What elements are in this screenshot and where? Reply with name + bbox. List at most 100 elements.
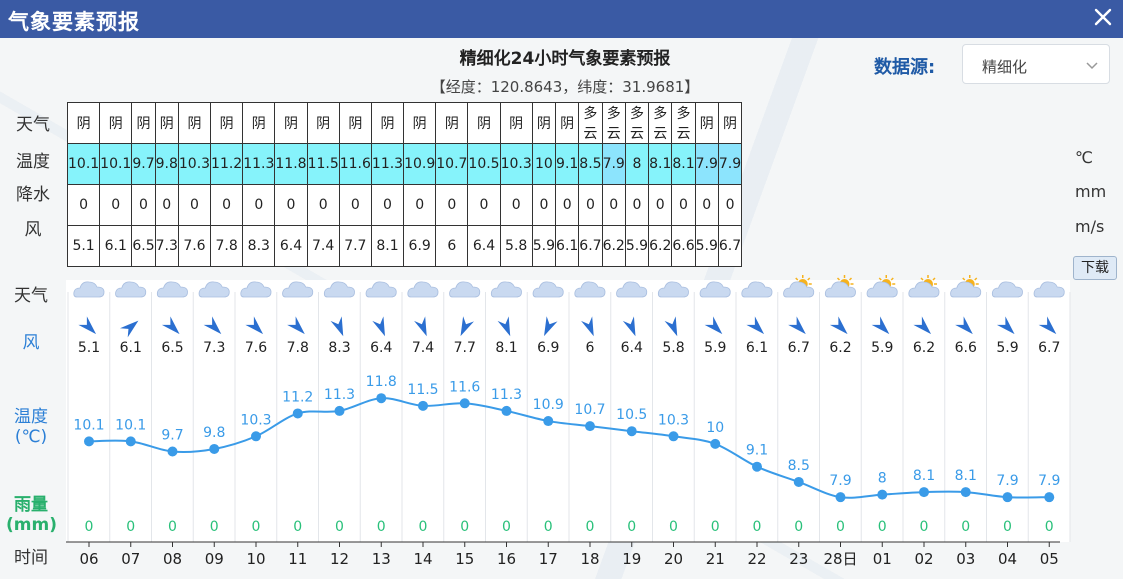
- wind-cell: 5.9: [694, 225, 719, 267]
- temperature-data-label: 10.1: [73, 417, 104, 433]
- temperature-point: [292, 408, 303, 419]
- wind-arrow-icon: [497, 316, 511, 337]
- precipitation-cell: 0: [403, 184, 437, 226]
- weather-cell: 多云: [671, 102, 696, 144]
- wind-arrow-icon: [746, 316, 765, 335]
- chart-label-temperature: 温度 (℃): [6, 402, 56, 447]
- precipitation-cell: 0: [717, 184, 743, 226]
- temperature-point: [877, 489, 888, 500]
- wind-cell: 6.4: [467, 225, 501, 267]
- chevron-down-icon: [1086, 62, 1098, 70]
- temperature-point: [125, 436, 136, 447]
- weather-cell: 阴: [177, 102, 212, 144]
- precipitation-cell: 0: [210, 184, 244, 226]
- wind-speed-label: 6.7: [1038, 340, 1060, 356]
- temperature-point: [919, 487, 929, 498]
- wind-cell: 7.6: [177, 225, 212, 267]
- time-tick-label: 18: [580, 550, 599, 568]
- temperature-cell: 10.3: [499, 143, 533, 185]
- partly-cloudy-icon: [783, 275, 815, 298]
- coordinates-text: 【经度：120.8643，纬度：31.9681】: [430, 78, 700, 96]
- temperature-cell: 11.6: [338, 143, 372, 185]
- wind-speed-label: 6.4: [621, 340, 643, 356]
- temperature-point: [1002, 492, 1013, 503]
- temperature-data-label: 7.9: [996, 473, 1018, 489]
- wind-arrow-icon: [203, 316, 222, 335]
- temperature-data-label: 11.5: [407, 382, 438, 398]
- temperature-cell: 10.7: [435, 143, 469, 185]
- chart-label-time: 时间: [14, 548, 48, 568]
- time-tick-label: 13: [372, 550, 391, 568]
- precipitation-cell: 0: [338, 184, 372, 226]
- rain-data-label: 0: [293, 519, 302, 535]
- temperature-cell: 11.2: [210, 143, 244, 185]
- chart-label-temperature-line2: (℃): [14, 427, 48, 447]
- wind-speed-label: 7.7: [454, 340, 476, 356]
- wind-speed-label: 6.5: [161, 340, 183, 356]
- data-source-select[interactable]: 精细化: [962, 44, 1110, 84]
- row-label-temperature: 温度: [16, 152, 50, 172]
- download-button[interactable]: 下载: [1073, 256, 1117, 280]
- wind-arrow-icon: [871, 316, 890, 335]
- rain-data-label: 0: [1003, 519, 1012, 535]
- close-icon[interactable]: [1091, 5, 1115, 29]
- wind-speed-label: 8.1: [495, 340, 517, 356]
- wind-speed-label: 5.9: [871, 340, 893, 356]
- weather-cell: 阴: [370, 102, 405, 144]
- wind-speed-label: 6.9: [537, 340, 559, 356]
- wind-arrow-icon: [996, 316, 1015, 335]
- cloudy-icon: [240, 281, 272, 298]
- time-tick-label: 16: [497, 550, 516, 568]
- wind-speed-label: 5.9: [704, 340, 726, 356]
- temperature-data-label: 8.5: [788, 458, 810, 474]
- precipitation-cell: 0: [648, 184, 673, 226]
- time-tick-label: 10: [246, 550, 265, 568]
- temperature-cell: 10: [531, 143, 557, 185]
- time-tick-label: 11: [288, 550, 307, 568]
- wind-cell: 6.5: [131, 225, 156, 267]
- temperature-cell: 10.5: [467, 143, 501, 185]
- precipitation-cell: 0: [274, 184, 308, 226]
- wind-speed-label: 8.3: [328, 340, 350, 356]
- wind-arrow-icon: [913, 316, 932, 335]
- weather-cell: 阴: [467, 102, 501, 144]
- rain-data-label: 0: [586, 519, 595, 535]
- time-tick-label: 15: [455, 550, 474, 568]
- wind-arrow-icon: [622, 316, 636, 337]
- wind-speed-label: 7.3: [203, 340, 225, 356]
- rain-data-label: 0: [126, 519, 135, 535]
- unit-wind: m/s: [1075, 217, 1105, 236]
- time-tick-label: 17: [539, 550, 558, 568]
- temperature-data-label: 8: [878, 471, 887, 487]
- cloudy-icon: [657, 281, 689, 298]
- temperature-point: [376, 393, 387, 404]
- chart-label-rain-line1: 雨量: [14, 495, 48, 515]
- temperature-data-label: 9.1: [746, 443, 768, 459]
- partly-cloudy-icon: [950, 275, 982, 298]
- temperature-data-label: 10.7: [574, 402, 605, 418]
- temperature-point: [84, 436, 94, 447]
- temperature-data-label: 9.8: [203, 425, 225, 441]
- wind-speed-label: 6.6: [955, 340, 977, 356]
- temperature-point: [1044, 492, 1055, 503]
- temperature-point: [167, 446, 178, 457]
- wind-arrow-icon: [704, 316, 723, 335]
- wind-cell: 6.7: [717, 225, 743, 267]
- forecast-table: 阴阴阴阴阴阴阴阴阴阴阴阴阴阴阴阴阴多云 多云 多云 多云 多云阴阴 10.1 10.1 9.…: [66, 102, 743, 267]
- rain-data-label: 0: [878, 519, 887, 535]
- temperature-point: [459, 398, 470, 409]
- rain-data-label: 0: [502, 519, 511, 535]
- wind-cell: 6.1: [555, 225, 580, 267]
- cloudy-icon: [198, 281, 230, 298]
- wind-speed-label: 7.8: [287, 340, 309, 356]
- chart-label-weather: 天气: [14, 286, 48, 306]
- temperature-data-label: 11.2: [282, 389, 313, 405]
- precipitation-cell: 0: [306, 184, 340, 226]
- temperature-cell: 11.5: [306, 143, 340, 185]
- temperature-point: [835, 492, 846, 503]
- wind-arrow-icon: [460, 316, 474, 337]
- temperature-cell: 11.3: [242, 143, 276, 185]
- temperature-data-label: 10: [706, 420, 724, 436]
- cloudy-icon: [741, 281, 773, 298]
- forecast-chart: 5.1 6.1 6.5 7.3 7.6 7.8 8.3 6.4 7.4 7.7 8.1 6.9 6 6.4…: [66, 275, 1071, 568]
